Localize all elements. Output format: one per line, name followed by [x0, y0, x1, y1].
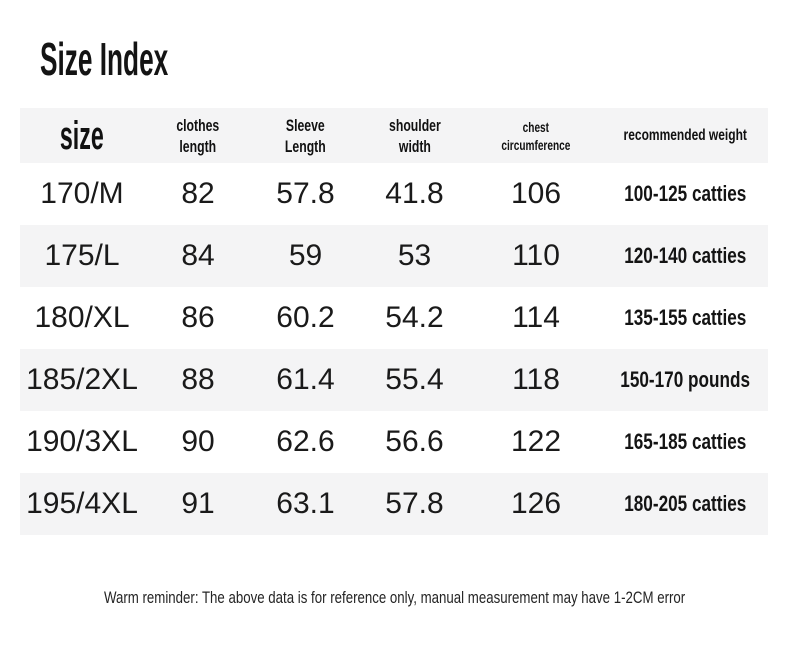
size-cell: 185/2XL: [26, 363, 138, 396]
header-line-2: width: [398, 136, 431, 156]
size-cell: 195/4XL: [26, 487, 138, 520]
column-header-shoulder-width-label: shoulder width: [389, 115, 441, 157]
column-header-recommended-weight-label: recommended weight: [623, 126, 747, 144]
header-line-1: shoulder: [388, 115, 441, 135]
column-header-shoulder-width: shoulder width: [359, 115, 470, 157]
weight-cell-text: 100-125 catties: [623, 181, 747, 206]
table-row: 175/L 84 59 53 110 120-140 catties: [20, 225, 768, 287]
table-header-row: size clothes length Sleeve Length shoulder…: [20, 108, 768, 163]
weight-cell: 100-125 catties: [602, 183, 768, 205]
table-row: 180/XL 86 60.2 54.2 114 135-155 catties: [20, 287, 768, 349]
weight-cell: 135-155 catties: [602, 307, 768, 329]
shoulder-width-cell: 55.4: [385, 363, 444, 396]
clothes-length-cell: 84: [181, 239, 215, 272]
weight-cell-text: 135-155 catties: [623, 305, 747, 330]
clothes-length-cell: 90: [181, 425, 215, 458]
header-line-1: Sleeve: [286, 115, 325, 135]
clothes-length-cell: 86: [181, 301, 215, 334]
size-cell: 180/XL: [34, 301, 130, 334]
sleeve-length-cell: 59: [288, 239, 323, 272]
shoulder-width-cell: 57.8: [385, 487, 444, 520]
weight-cell-text: 165-185 catties: [623, 429, 747, 454]
weight-cell: 120-140 catties: [602, 245, 768, 267]
chest-circumference-cell: 126: [510, 487, 562, 520]
chest-circumference-cell: 122: [510, 425, 562, 458]
shoulder-width-cell: 53: [397, 239, 432, 272]
column-header-sleeve-length: Sleeve Length: [252, 115, 359, 157]
header-line-1: clothes: [176, 115, 220, 135]
column-header-size: size: [20, 116, 144, 156]
disclaimer-text: Warm reminder: The above data is for ref…: [104, 588, 686, 607]
sleeve-length-cell: 57.8: [276, 177, 335, 210]
column-header-clothes-length: clothes length: [144, 115, 252, 157]
column-header-size-label: size: [60, 113, 104, 158]
weight-cell-text: 150-170 pounds: [620, 367, 750, 392]
table-row: 170/M 82 57.8 41.8 106 100-125 catties: [20, 163, 768, 225]
sleeve-length-cell: 60.2: [276, 301, 335, 334]
shoulder-width-cell: 54.2: [385, 301, 444, 334]
column-header-chest-circumference-label: chest circumference: [502, 118, 571, 154]
page-title-text: Size Index: [40, 33, 169, 85]
clothes-length-cell: 88: [181, 363, 215, 396]
chest-circumference-cell: 110: [512, 239, 560, 272]
chest-circumference-cell: 118: [512, 363, 560, 396]
sleeve-length-cell: 63.1: [276, 487, 335, 520]
disclaimer-note: Warm reminder: The above data is for ref…: [0, 588, 790, 608]
size-cell: 175/L: [44, 239, 120, 272]
clothes-length-cell: 82: [181, 177, 215, 210]
shoulder-width-cell: 56.6: [385, 425, 444, 458]
page-title: Size Index: [40, 36, 265, 82]
chest-circumference-cell: 106: [510, 177, 562, 210]
column-header-chest-circumference: chest circumference: [470, 118, 602, 154]
header-line-1: chest: [522, 118, 550, 135]
column-header-sleeve-length-label: Sleeve Length: [285, 115, 326, 157]
weight-cell: 180-205 catties: [602, 493, 768, 515]
clothes-length-cell: 91: [181, 487, 215, 520]
sleeve-length-cell: 62.6: [276, 425, 335, 458]
sleeve-length-cell: 61.4: [276, 363, 335, 396]
weight-cell: 165-185 catties: [602, 431, 768, 453]
table-row: 185/2XL 88 61.4 55.4 118 150-170 pounds: [20, 349, 768, 411]
table-row: 195/4XL 91 63.1 57.8 126 180-205 catties: [20, 473, 768, 535]
weight-cell-text: 120-140 catties: [623, 243, 747, 268]
weight-cell-text: 180-205 catties: [623, 491, 747, 516]
column-header-clothes-length-label: clothes length: [177, 115, 220, 157]
chest-circumference-cell: 114: [512, 301, 560, 334]
header-line-2: length: [179, 136, 217, 156]
header-line-2: Length: [285, 136, 326, 156]
size-cell: 190/3XL: [26, 425, 138, 458]
column-header-recommended-weight: recommended weight: [602, 126, 768, 144]
table-row: 190/3XL 90 62.6 56.6 122 165-185 catties: [20, 411, 768, 473]
size-cell: 170/M: [40, 177, 124, 210]
size-table: size clothes length Sleeve Length shoulder…: [20, 108, 768, 535]
shoulder-width-cell: 41.8: [385, 177, 444, 210]
header-line-2: circumference: [501, 136, 571, 153]
weight-cell: 150-170 pounds: [602, 369, 768, 391]
